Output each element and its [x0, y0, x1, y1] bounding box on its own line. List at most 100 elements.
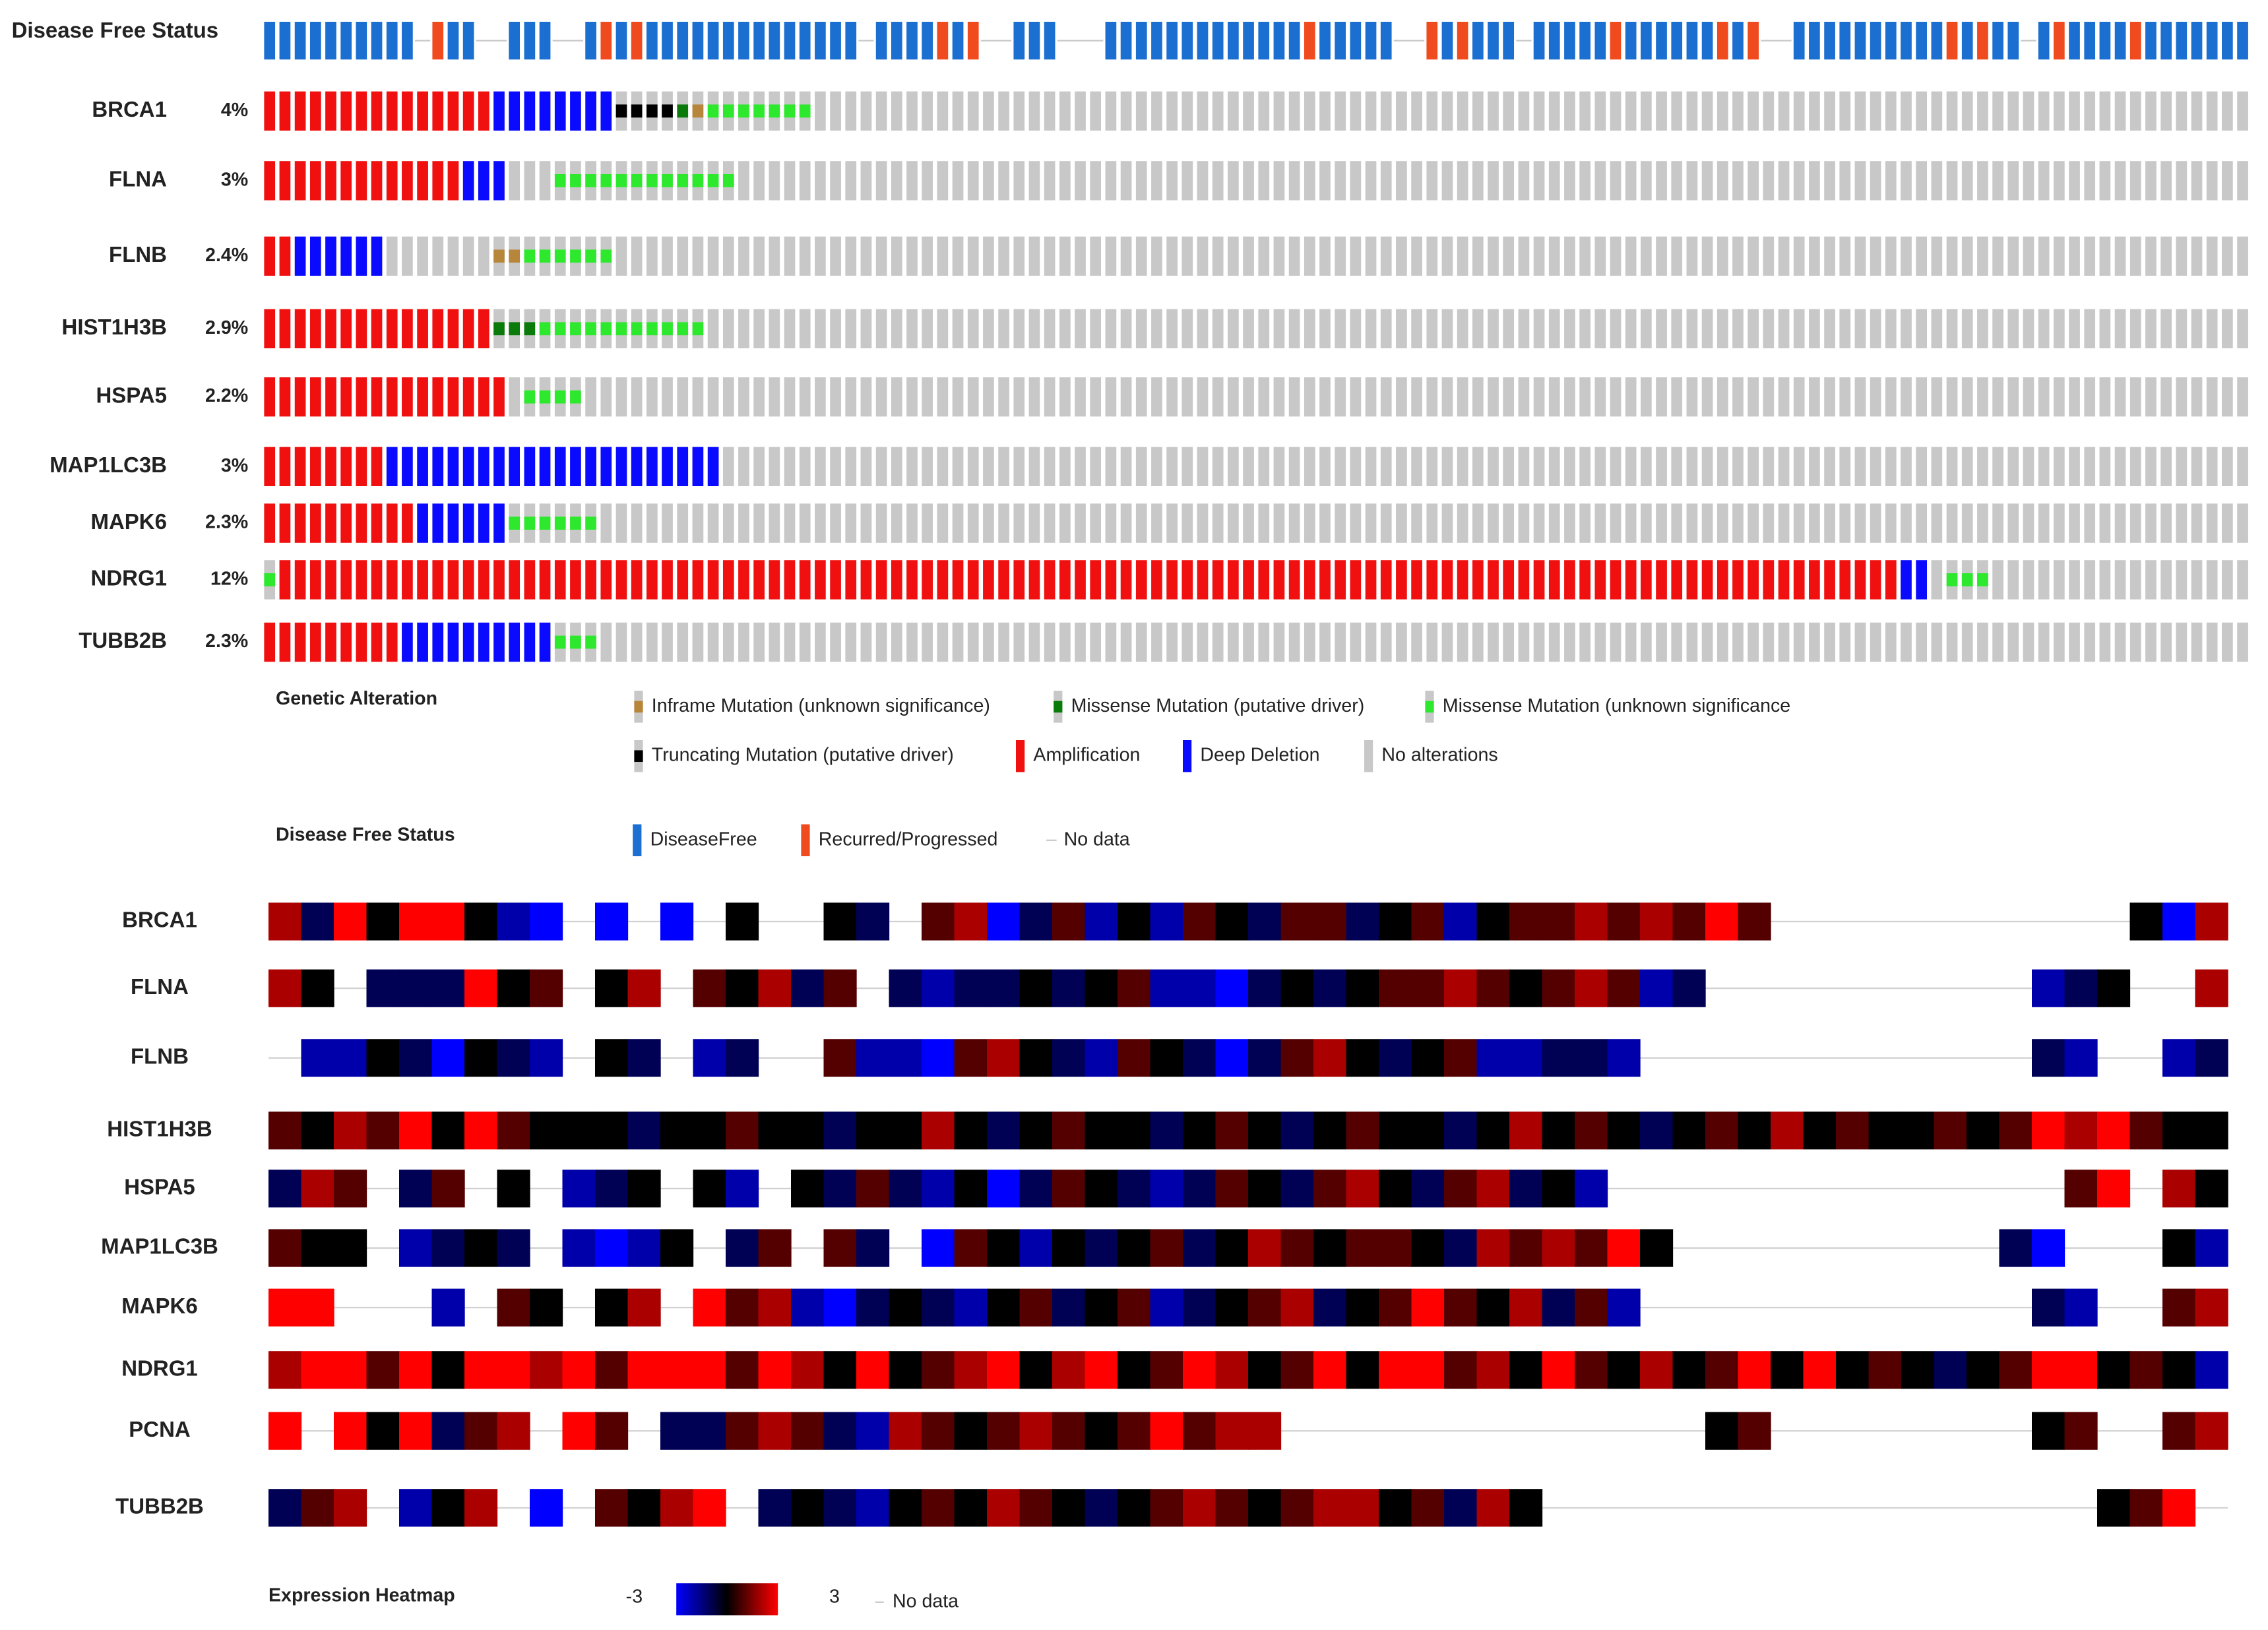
alteration-cell: [264, 573, 276, 586]
alteration-cell: [1977, 622, 1988, 662]
alteration-cell: [279, 622, 291, 662]
alteration-cell: [937, 309, 949, 349]
alteration-cell: [952, 236, 964, 276]
alteration-cell: [1457, 236, 1468, 276]
alteration-cell: [891, 309, 902, 349]
alteration-cell: [279, 91, 291, 131]
alteration-cell: [1105, 447, 1117, 487]
alteration-cell: [1931, 377, 1943, 417]
alteration-cell: [1992, 236, 2003, 276]
alteration-cell: [906, 377, 918, 417]
alteration-cell: [570, 517, 581, 530]
alteration-cell: [2069, 309, 2080, 349]
heatmap-cell: [627, 1112, 661, 1150]
alteration-cell: [2069, 161, 2080, 201]
status-cell: [371, 22, 383, 60]
heatmap-cell: [1443, 1489, 1478, 1527]
alteration-cell: [1472, 91, 1484, 131]
heatmap-cell: [1052, 902, 1086, 941]
alteration-cell: [1441, 503, 1453, 543]
alteration-cell: [1824, 503, 1835, 543]
heatmap-cell: [954, 1170, 988, 1208]
status-cell: [539, 22, 551, 60]
alteration-cell: [340, 560, 352, 600]
alteration-cell: [600, 560, 612, 600]
alteration-cell: [952, 161, 964, 201]
heatmap-cell: [1574, 1112, 1608, 1150]
alteration-cell: [799, 622, 811, 662]
heatmap-cell: [594, 1288, 629, 1327]
alteration-cell: [937, 503, 949, 543]
alteration-cell: [1380, 236, 1392, 276]
status-cell: [462, 22, 474, 60]
alteration-cell: [692, 560, 704, 600]
heatmap-cell: [1280, 1288, 1314, 1327]
heatmap-cell: [725, 1351, 759, 1389]
alteration-cell: [722, 377, 734, 417]
alteration-cell: [875, 622, 887, 662]
alteration-cell: [1763, 622, 1775, 662]
alteration-cell: [738, 161, 749, 201]
alteration-cell: [1090, 377, 1102, 417]
alteration-cell: [1656, 377, 1667, 417]
alteration-cell: [1931, 161, 1943, 201]
heatmap-cell: [594, 969, 629, 1007]
status-cell: [2069, 22, 2080, 60]
heatmap-cell: [725, 1039, 759, 1077]
status-cell: [447, 22, 459, 60]
alteration-cell: [2176, 560, 2188, 600]
heatmap-cell: [1738, 1112, 1771, 1150]
alteration-cell: [1503, 309, 1515, 349]
alteration-cell: [1151, 309, 1162, 349]
alteration-cell: [1288, 560, 1300, 600]
alteration-cell: [2206, 91, 2218, 131]
alteration-cell: [1564, 447, 1575, 487]
alteration-cell: [707, 309, 719, 349]
alteration-cell: [264, 503, 276, 543]
alteration-cell: [1335, 622, 1346, 662]
alteration-cell: [2007, 622, 2019, 662]
alteration-cell: [1901, 91, 1912, 131]
heatmap-cell: [1117, 1229, 1151, 1267]
status-cell: [707, 22, 719, 60]
heatmap-cell: [2064, 1288, 2098, 1327]
alteration-cell: [1090, 236, 1102, 276]
alteration-cell: [1656, 236, 1667, 276]
alteration-cell: [983, 447, 994, 487]
alteration-cell: [952, 560, 964, 600]
heatmap-cell: [2195, 1229, 2228, 1267]
heatmap-cell: [1607, 969, 1641, 1007]
heatmap-cell: [1085, 1489, 1118, 1527]
alteration-cell: [1671, 503, 1683, 543]
legend-swatch: [1182, 740, 1192, 772]
heatmap-cell: [1443, 1351, 1478, 1389]
heatmap-cell: [431, 1039, 465, 1077]
heatmap-cell: [2195, 1112, 2228, 1150]
alteration-cell: [2023, 560, 2034, 600]
alteration-cell: [1992, 161, 2003, 201]
alteration-cell: [340, 91, 352, 131]
status-cell: [1701, 22, 1713, 60]
alteration-cell: [1166, 447, 1178, 487]
alteration-cell: [539, 560, 551, 600]
heatmap-cell: [2195, 1039, 2228, 1077]
alteration-cell: [845, 447, 857, 487]
alteration-cell: [769, 560, 780, 600]
alteration-cell: [1105, 560, 1117, 600]
heatmap-cell: [1443, 902, 1478, 941]
heatmap-cell: [2031, 1412, 2065, 1450]
alteration-cell: [1809, 560, 1820, 600]
heatmap-cell: [301, 1489, 334, 1527]
heatmap-cell: [1346, 1489, 1379, 1527]
heatmap-cell: [1999, 1112, 2032, 1150]
heatmap-cell: [1247, 1351, 1282, 1389]
alteration-cell: [1625, 161, 1637, 201]
alteration-cell: [1228, 91, 1239, 131]
alteration-cell: [1977, 91, 1988, 131]
alteration-cell: [1350, 236, 1362, 276]
alteration-cell: [1732, 503, 1744, 543]
alteration-cell: [478, 503, 489, 543]
status-cell: [2099, 22, 2111, 60]
heatmap-cell: [333, 1039, 367, 1077]
heatmap-cell: [268, 1489, 302, 1527]
